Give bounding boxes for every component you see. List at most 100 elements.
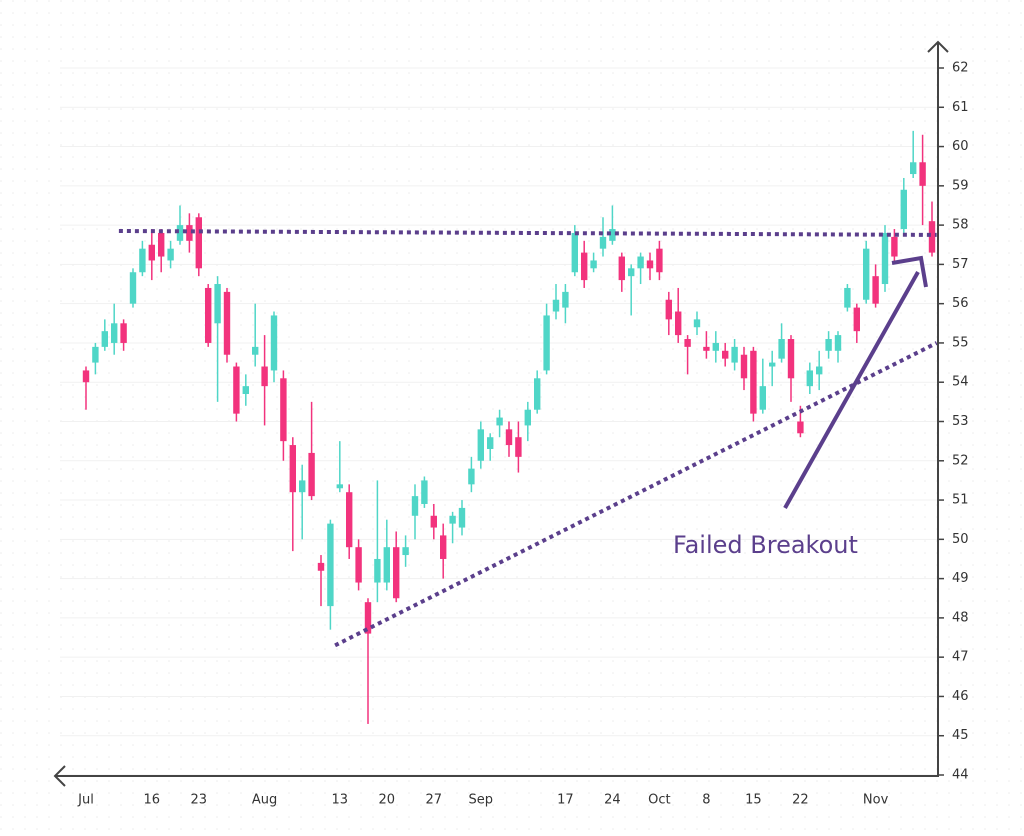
overlays bbox=[118, 229, 938, 648]
body bbox=[430, 515, 437, 528]
y-tick-label: 53 bbox=[952, 414, 969, 429]
body bbox=[816, 366, 823, 375]
body bbox=[280, 378, 287, 442]
body bbox=[769, 362, 776, 367]
body bbox=[665, 299, 672, 320]
body bbox=[844, 287, 851, 308]
y-tick-label: 51 bbox=[952, 493, 969, 508]
y-tick-label: 44 bbox=[952, 768, 969, 783]
x-tick-label: Nov bbox=[863, 793, 889, 808]
body bbox=[252, 346, 259, 355]
body bbox=[261, 366, 268, 387]
body bbox=[581, 252, 588, 281]
x-tick-label: Aug bbox=[252, 793, 277, 808]
y-tick-label: 61 bbox=[952, 100, 969, 115]
body bbox=[863, 248, 870, 300]
x-tick-label: Sep bbox=[469, 793, 494, 808]
body bbox=[120, 323, 127, 343]
body bbox=[806, 370, 813, 387]
body bbox=[722, 350, 729, 359]
x-tick-label: 22 bbox=[792, 793, 809, 808]
body bbox=[374, 558, 381, 583]
body bbox=[195, 217, 202, 269]
y-tick-label: 48 bbox=[952, 610, 969, 625]
body bbox=[449, 515, 456, 524]
x-tick-label: Jul bbox=[77, 793, 94, 808]
body bbox=[628, 268, 635, 277]
body bbox=[82, 370, 90, 383]
body bbox=[458, 507, 466, 528]
body bbox=[919, 162, 926, 186]
body bbox=[421, 480, 428, 504]
body bbox=[129, 272, 137, 304]
y-tick-label: 47 bbox=[952, 650, 969, 665]
body bbox=[618, 256, 625, 281]
body bbox=[214, 284, 221, 324]
body bbox=[299, 480, 306, 493]
body bbox=[750, 350, 757, 414]
x-tick-label: 17 bbox=[557, 793, 574, 808]
annotation-arrowhead bbox=[891, 255, 928, 288]
body bbox=[853, 307, 860, 332]
body bbox=[759, 386, 766, 410]
body bbox=[242, 386, 249, 395]
x-tick-label: 15 bbox=[745, 793, 762, 808]
body bbox=[317, 562, 325, 571]
y-tick-label: 56 bbox=[952, 296, 969, 311]
x-tick-label: 13 bbox=[332, 793, 349, 808]
x-axis-arrow bbox=[53, 765, 66, 787]
body bbox=[364, 602, 372, 634]
body bbox=[562, 291, 569, 308]
body bbox=[327, 523, 334, 607]
x-tick-label: 27 bbox=[426, 793, 443, 808]
body bbox=[590, 260, 597, 269]
body bbox=[637, 256, 644, 269]
body bbox=[740, 354, 748, 379]
y-tick-label: 46 bbox=[952, 689, 969, 704]
body bbox=[233, 366, 240, 414]
body bbox=[440, 535, 447, 559]
body bbox=[336, 484, 343, 489]
y-tick-label: 55 bbox=[952, 335, 969, 350]
body bbox=[684, 339, 691, 347]
x-tick-label: 20 bbox=[379, 793, 396, 808]
body bbox=[355, 547, 362, 583]
body bbox=[891, 236, 898, 257]
body bbox=[515, 437, 522, 457]
annotation-arrow bbox=[783, 271, 920, 509]
body bbox=[393, 547, 400, 599]
body bbox=[797, 421, 804, 434]
body bbox=[223, 291, 231, 355]
body bbox=[411, 496, 419, 516]
body bbox=[477, 429, 484, 461]
body bbox=[825, 339, 832, 351]
annotation: Failed Breakout bbox=[673, 531, 858, 559]
body bbox=[496, 417, 503, 426]
x-tick-label: 23 bbox=[191, 793, 208, 808]
body bbox=[571, 232, 578, 273]
body bbox=[872, 276, 879, 304]
x-tick-label: 24 bbox=[604, 793, 621, 808]
body bbox=[487, 437, 494, 449]
body bbox=[505, 429, 513, 446]
body bbox=[270, 315, 278, 371]
body bbox=[205, 287, 212, 343]
body bbox=[646, 260, 654, 269]
body bbox=[308, 452, 315, 497]
body bbox=[111, 323, 118, 343]
x-tick-label: Oct bbox=[648, 793, 670, 808]
body bbox=[834, 335, 842, 351]
candles bbox=[82, 130, 936, 724]
trend-line bbox=[118, 229, 937, 237]
body bbox=[552, 299, 560, 312]
body bbox=[346, 492, 353, 548]
body bbox=[139, 248, 146, 273]
body bbox=[158, 232, 165, 257]
body bbox=[928, 221, 936, 253]
y-tick-label: 50 bbox=[952, 532, 969, 547]
body bbox=[101, 331, 108, 347]
y-tick-label: 59 bbox=[952, 178, 969, 193]
y-tick-label: 54 bbox=[952, 375, 969, 390]
